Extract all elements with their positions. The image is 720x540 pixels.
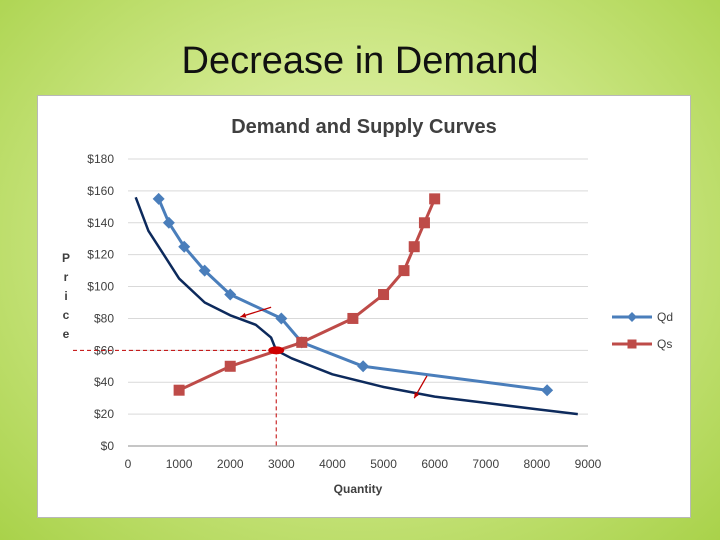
x-tick-label: 1000 xyxy=(166,457,193,471)
data-point-qs xyxy=(418,217,430,229)
x-tick-labels: 0 1000 2000 3000 4000 5000 6000 7000 8000 9000 xyxy=(125,457,602,471)
x-tick-label: 9000 xyxy=(575,457,602,471)
y-tick-label: $0 xyxy=(101,439,115,453)
series-line-qd xyxy=(157,198,548,392)
y-tick-label: $160 xyxy=(87,184,114,198)
x-tick-label: 5000 xyxy=(370,457,397,471)
data-point-qs xyxy=(296,336,308,348)
y-tick-label: $100 xyxy=(87,280,114,294)
new-demand-curve xyxy=(134,196,578,416)
legend-marker-qd xyxy=(627,312,637,322)
series-line-qs xyxy=(178,198,437,392)
y-axis-label-letter: P xyxy=(62,251,70,265)
data-point-qd xyxy=(357,360,370,373)
legend-label-qs: Qs xyxy=(657,337,672,351)
demand-supply-chart: Demand and Supply Curves $0$20$40$60$80$… xyxy=(62,116,673,496)
data-point-qd xyxy=(152,192,165,205)
slide-title: Decrease in Demand xyxy=(181,40,539,82)
data-point-qs xyxy=(224,360,236,372)
y-axis-label-letter: c xyxy=(63,308,70,322)
y-axis-label-letter: i xyxy=(64,289,67,303)
y-tick-label: $140 xyxy=(87,216,114,230)
chart-frame: Demand and Supply Curves $0 $20 $40 $60 $80 $… xyxy=(37,95,691,518)
data-point-qd xyxy=(178,240,191,253)
data-point-qd xyxy=(198,264,211,277)
x-tick-label: 6000 xyxy=(421,457,448,471)
chart-title: Demand and Supply Curves xyxy=(231,116,497,138)
x-tick-label: 0 xyxy=(125,457,132,471)
x-tick-label: 8000 xyxy=(524,457,551,471)
legend: Qd Qs xyxy=(612,310,673,351)
y-tick-label: $120 xyxy=(87,248,114,262)
y-tick-label: $180 xyxy=(87,152,114,166)
x-tick-label: 7000 xyxy=(472,457,499,471)
data-point-qs xyxy=(429,193,441,205)
data-point-qs xyxy=(378,289,390,301)
y-tick-labels: $0$20$40$60$80$100$120$140$160$180 xyxy=(87,152,114,453)
series-group xyxy=(134,192,578,416)
y-tick-label: $40 xyxy=(94,375,114,389)
legend-marker-qs xyxy=(627,339,637,349)
y-axis-label-letter: r xyxy=(64,270,69,284)
x-tick-label: 4000 xyxy=(319,457,346,471)
data-point-qd xyxy=(224,288,237,301)
data-point-qs xyxy=(173,384,185,396)
data-point-qs xyxy=(398,265,410,277)
y-tick-label: $20 xyxy=(94,407,114,421)
equilibrium-point xyxy=(268,346,285,355)
gridlines xyxy=(128,158,588,447)
equilibrium-guides xyxy=(73,349,277,446)
legend-label-qd: Qd xyxy=(657,310,673,324)
shift-arrow-head xyxy=(414,392,420,399)
y-axis-label-letter: e xyxy=(63,327,70,341)
x-tick-label: 2000 xyxy=(217,457,244,471)
x-axis-label: Quantity xyxy=(334,482,383,496)
data-point-qs xyxy=(408,241,420,253)
shift-arrow-head xyxy=(240,312,247,318)
data-point-qd xyxy=(541,384,554,397)
y-tick-label: $80 xyxy=(94,311,114,325)
data-point-qd xyxy=(162,216,175,229)
x-tick-label: 3000 xyxy=(268,457,295,471)
data-point-qd xyxy=(275,312,288,325)
data-point-qs xyxy=(347,312,359,324)
